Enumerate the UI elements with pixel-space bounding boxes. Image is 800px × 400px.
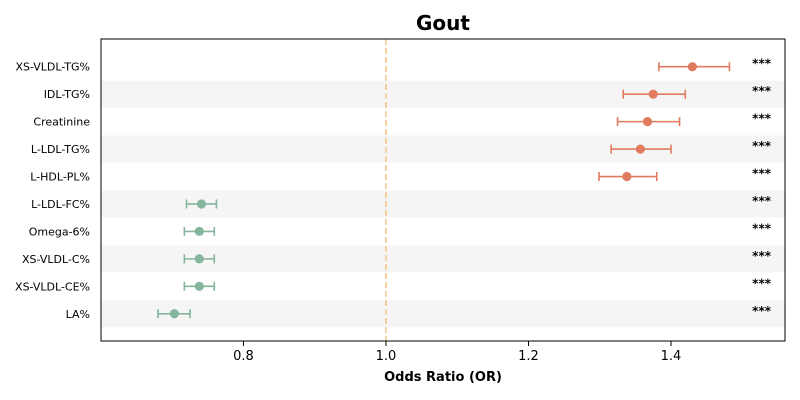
point-estimate [194, 254, 204, 264]
significance-label: *** [752, 167, 772, 181]
significance-labels: *** *** *** *** *** *** *** *** *** *** [752, 57, 772, 318]
data-marks [157, 62, 731, 319]
point-estimate [196, 199, 207, 209]
x-tick-label: 1.4 [661, 349, 682, 364]
row-label: Creatinine [33, 116, 90, 129]
point-estimate [622, 171, 632, 182]
significance-label: *** [752, 57, 772, 71]
row-label: L-LDL-FC% [31, 198, 90, 211]
significance-label: *** [752, 221, 772, 235]
significance-label: *** [752, 249, 772, 263]
row-band [101, 300, 785, 328]
point-estimate [687, 62, 697, 72]
significance-label: *** [752, 304, 772, 318]
significance-label: *** [752, 194, 772, 208]
x-tick-label: 1.0 [376, 349, 397, 364]
row-band [101, 135, 785, 163]
row-label: XS-VLDL-CE% [15, 280, 90, 293]
point-estimate [635, 144, 645, 154]
row-label: XS-VLDL-TG% [15, 61, 90, 74]
plot-frame [100, 38, 786, 342]
row-label: LA% [66, 308, 90, 321]
significance-label: *** [752, 112, 772, 126]
y-axis-labels: XS-VLDL-TG% IDL-TG% Creatinine L-LDL-TG% L-H… [15, 61, 90, 321]
row-label: XS-VLDL-C% [22, 253, 90, 266]
x-tick-label: 1.2 [518, 349, 539, 364]
point-estimate [194, 281, 204, 291]
point-estimate [642, 117, 653, 127]
chart-title: Gout [416, 11, 470, 35]
significance-label: *** [752, 139, 772, 153]
x-tick-label: 0.8 [233, 349, 254, 364]
significance-label: *** [752, 84, 772, 98]
significance-label: *** [752, 276, 772, 290]
point-estimate [648, 89, 658, 99]
point-estimate [194, 226, 204, 237]
x-axis-label: Odds Ratio (OR) [384, 370, 502, 385]
row-label: Omega-6% [29, 225, 90, 238]
row-label: L-HDL-PL% [30, 171, 90, 184]
row-label: IDL-TG% [44, 88, 90, 101]
x-axis: 0.8 1.0 1.2 1.4 [233, 341, 681, 364]
row-label: L-LDL-TG% [31, 143, 90, 156]
point-estimate [169, 309, 179, 319]
